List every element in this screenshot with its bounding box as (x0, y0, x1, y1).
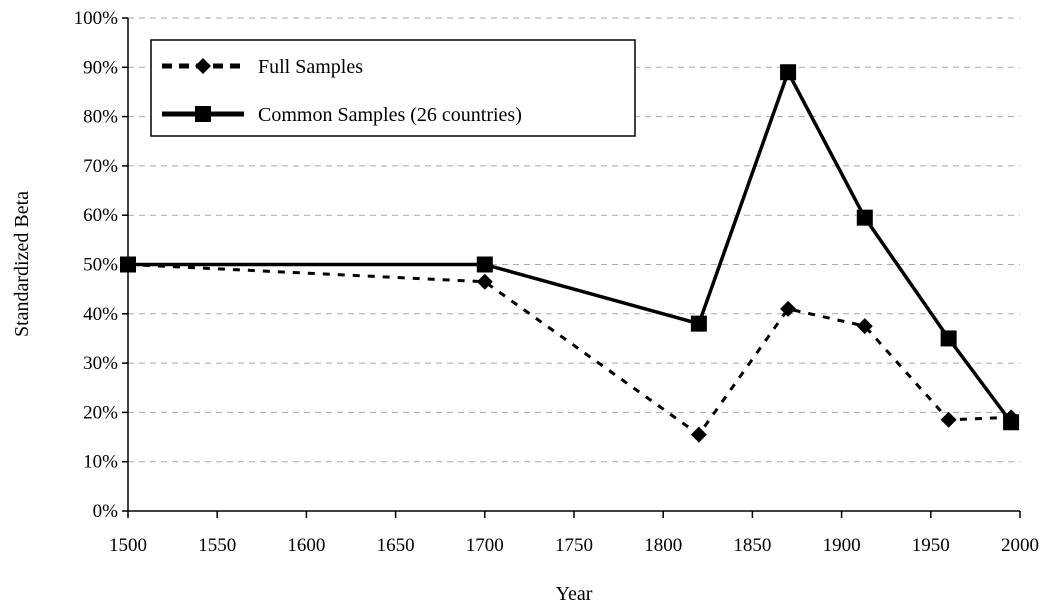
series-line (127, 263, 1012, 437)
y-tick-labels: 0% 10% 20% 30% 40% 50% 60% 70% 80% 90% 100% (74, 8, 119, 522)
legend-label-common-samples: Common Samples (26 countries) (258, 104, 522, 126)
y-tick-label: 30% (83, 353, 118, 374)
x-tick-label: 1650 (377, 535, 415, 556)
y-tick-label: 80% (83, 107, 118, 128)
data-point-diamond (856, 318, 873, 335)
data-point-square (856, 209, 873, 226)
y-tick-label: 100% (74, 8, 119, 29)
y-tick-label: 0% (93, 501, 119, 522)
y-tick-label: 70% (83, 156, 118, 177)
data-point-square (780, 64, 797, 81)
legend-marker-diamond (195, 58, 211, 74)
data-point-square (120, 256, 136, 273)
data-point-diamond (476, 273, 493, 290)
legend-marker-square (195, 106, 211, 122)
series-layer (120, 64, 1020, 443)
data-point-square (476, 256, 493, 273)
data-point-square (690, 315, 707, 332)
y-tick-label: 60% (83, 205, 118, 226)
data-point-diamond (690, 426, 707, 443)
legend: Full Samples Common Samples (26 countrie… (150, 39, 636, 137)
series-common-samples (120, 64, 1020, 431)
data-point-diamond (940, 411, 957, 428)
x-tick-labels: 1500 1550 1600 1650 1700 1750 1800 1850 1900 1950… (109, 535, 1039, 556)
y-tick-label: 10% (83, 452, 118, 473)
x-tick-label: 1800 (644, 535, 682, 556)
y-axis-title: Standardized Beta (11, 191, 33, 337)
data-point-square (940, 330, 957, 347)
x-tick-label: 1500 (109, 535, 147, 556)
data-point-square (1003, 414, 1020, 431)
x-tick-label: 1550 (198, 535, 236, 556)
y-tick-label: 20% (83, 402, 118, 423)
x-tick-label: 1700 (466, 535, 504, 556)
legend-box (150, 39, 636, 137)
y-tick-label: 50% (83, 255, 118, 276)
x-tick-label: 1750 (555, 535, 593, 556)
x-tick-label: 1900 (823, 535, 861, 556)
y-tick-label: 40% (83, 304, 118, 325)
data-point-diamond (780, 300, 797, 317)
x-axis-title: Year (556, 583, 593, 605)
x-tick-label: 1600 (287, 535, 325, 556)
x-tick-label: 1850 (733, 535, 771, 556)
y-tick-label: 90% (83, 57, 118, 78)
x-tick-label: 1950 (912, 535, 950, 556)
x-tick-label: 2000 (1001, 535, 1039, 556)
legend-label-full-samples: Full Samples (258, 56, 363, 78)
series-full-samples (120, 256, 1020, 443)
